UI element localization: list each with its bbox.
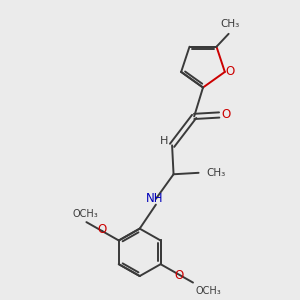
Text: OCH₃: OCH₃ [196, 286, 222, 296]
Text: CH₃: CH₃ [220, 20, 240, 29]
Text: H: H [160, 136, 168, 146]
Text: O: O [226, 65, 235, 78]
Text: O: O [174, 268, 183, 281]
Text: NH: NH [146, 192, 163, 205]
Text: O: O [221, 109, 230, 122]
Text: OCH₃: OCH₃ [72, 209, 98, 219]
Text: O: O [97, 223, 106, 236]
Text: CH₃: CH₃ [207, 168, 226, 178]
